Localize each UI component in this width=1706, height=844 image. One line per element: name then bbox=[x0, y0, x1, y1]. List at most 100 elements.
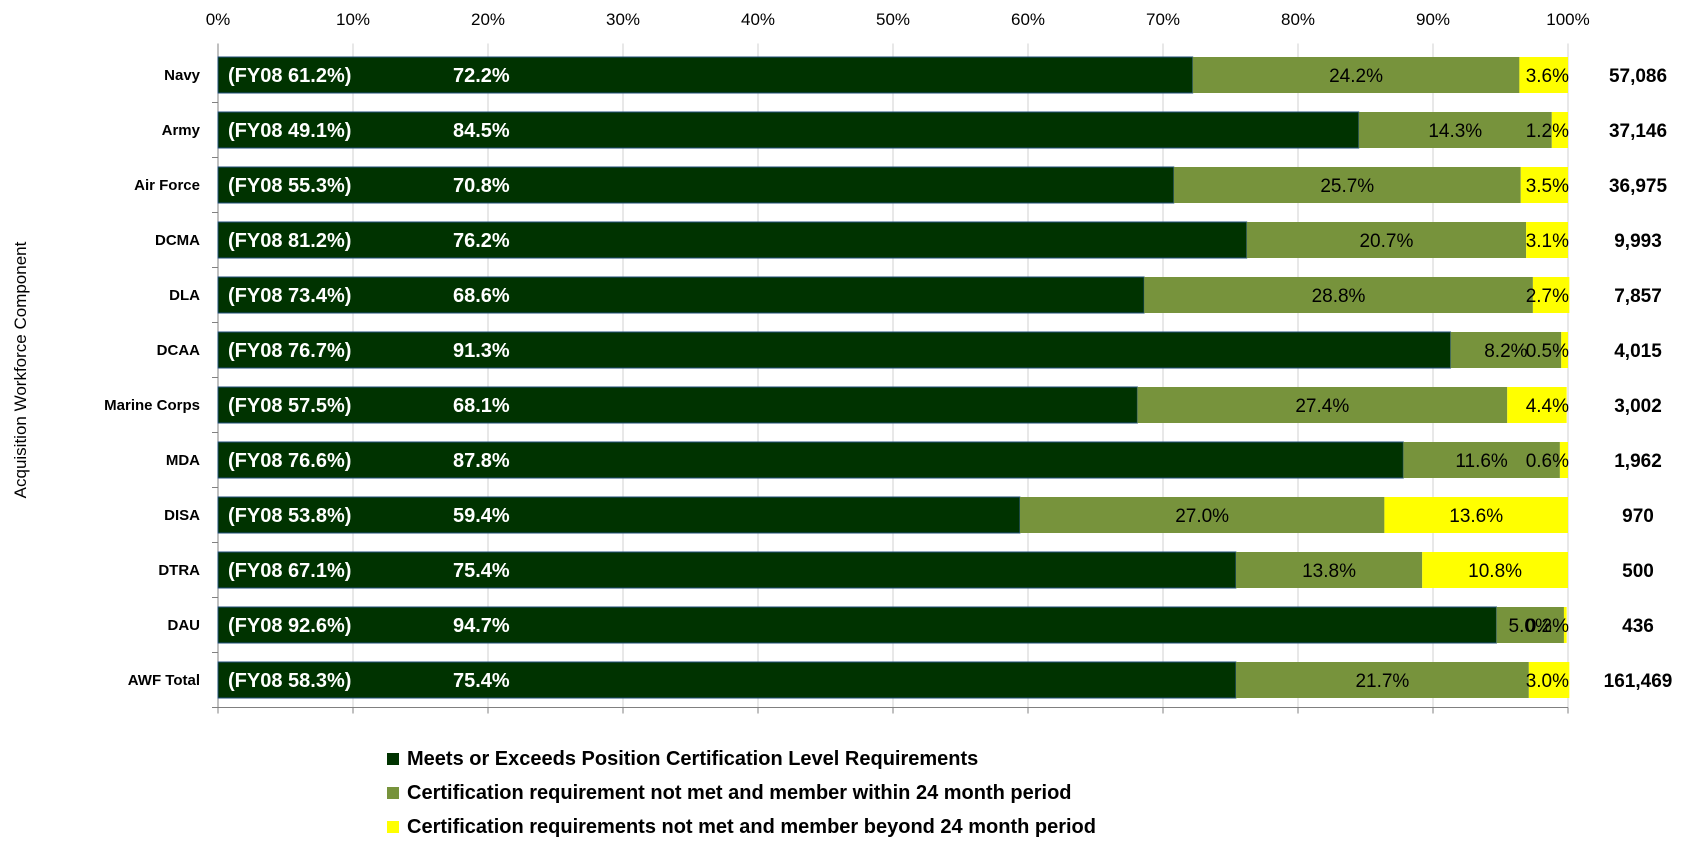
bar-segment-beyond-24 bbox=[1559, 442, 1568, 478]
category-label: DCMA bbox=[155, 232, 200, 249]
data-label-within-24: 20.7% bbox=[1359, 231, 1413, 252]
legend-label-within-24: Certification requirement not met and me… bbox=[407, 781, 1072, 804]
legend-label-beyond-24: Certification requirements not met and m… bbox=[407, 815, 1096, 838]
bar-segment-meets bbox=[217, 606, 1497, 644]
data-label-beyond-24: 3.1% bbox=[1526, 231, 1569, 252]
x-tick-label: 100% bbox=[1546, 10, 1589, 29]
fy08-label: (FY08 67.1%) bbox=[228, 560, 351, 582]
category-label: MDA bbox=[166, 452, 200, 469]
bar-segment-within-24 bbox=[1246, 222, 1527, 258]
total-count-label: 161,469 bbox=[1604, 671, 1673, 692]
data-label-beyond-24: 4.4% bbox=[1526, 396, 1569, 417]
data-label-meets: 91.3% bbox=[453, 340, 510, 362]
total-count-label: 4,015 bbox=[1614, 341, 1662, 362]
data-label-within-24: 24.2% bbox=[1329, 66, 1383, 87]
total-count-label: 1,962 bbox=[1614, 451, 1662, 472]
bar-segment-within-24 bbox=[1235, 552, 1423, 588]
bar-segment-beyond-24 bbox=[1422, 552, 1568, 588]
fy08-label: (FY08 76.7%) bbox=[228, 340, 351, 362]
bar-segment-beyond-24 bbox=[1532, 277, 1570, 313]
bar-segment-meets bbox=[217, 166, 1175, 204]
fy08-label: (FY08 92.6%) bbox=[228, 615, 351, 637]
category-label: Army bbox=[162, 122, 201, 139]
legend-swatch-beyond-24 bbox=[387, 821, 399, 833]
bar-segment-within-24 bbox=[1450, 332, 1562, 368]
x-tick-label: 50% bbox=[876, 10, 910, 29]
total-count-label: 37,146 bbox=[1609, 121, 1667, 142]
bar-segment-meets bbox=[217, 276, 1145, 314]
data-label-beyond-24: 10.8% bbox=[1468, 561, 1522, 582]
total-count-label: 57,086 bbox=[1609, 66, 1667, 87]
bar-segment-meets bbox=[217, 496, 1021, 534]
category-label: Air Force bbox=[134, 177, 200, 194]
x-tick-label: 80% bbox=[1281, 10, 1315, 29]
data-label-within-24: 28.8% bbox=[1312, 286, 1366, 307]
legend-swatch-within-24 bbox=[387, 787, 399, 799]
bar-segment-meets bbox=[217, 221, 1248, 259]
fy08-label: (FY08 55.3%) bbox=[228, 175, 351, 197]
fy08-label: (FY08 81.2%) bbox=[228, 230, 351, 252]
bar-segment-beyond-24 bbox=[1526, 222, 1568, 258]
total-count-label: 3,002 bbox=[1614, 396, 1662, 417]
data-label-meets: 68.1% bbox=[453, 395, 510, 417]
bar-segment-within-24 bbox=[1019, 497, 1385, 533]
y-axis-title: Acquisition Workforce Component bbox=[11, 241, 30, 498]
category-label: Marine Corps bbox=[104, 397, 200, 414]
total-count-label: 36,975 bbox=[1609, 176, 1668, 197]
data-label-meets: 70.8% bbox=[453, 175, 510, 197]
total-count-label: 500 bbox=[1622, 561, 1654, 582]
fy08-label: (FY08 49.1%) bbox=[228, 120, 351, 142]
x-tick-label: 40% bbox=[741, 10, 775, 29]
bar-segment-beyond-24 bbox=[1520, 167, 1568, 203]
bar-segment-meets bbox=[217, 386, 1138, 424]
data-label-beyond-24: 3.5% bbox=[1526, 176, 1569, 197]
bar-segment-within-24 bbox=[1192, 57, 1520, 93]
data-label-meets: 84.5% bbox=[453, 120, 510, 142]
bar-segment-within-24 bbox=[1235, 662, 1529, 698]
fy08-label: (FY08 58.3%) bbox=[228, 670, 351, 692]
data-label-within-24: 5.0% bbox=[1509, 616, 1552, 637]
bar-segment-beyond-24 bbox=[1507, 387, 1567, 423]
fy08-label: (FY08 61.2%) bbox=[228, 65, 351, 87]
bar-segment-within-24 bbox=[1496, 607, 1564, 643]
category-label: DLA bbox=[169, 287, 200, 304]
gridlines bbox=[212, 43, 1569, 714]
bar-segment-beyond-24 bbox=[1528, 662, 1570, 698]
data-label-meets: 68.6% bbox=[453, 285, 510, 307]
labels: 0% 10% 20% 30% 40% 50% 60% 70% 80% 90% 100% Navy (FY… bbox=[104, 10, 1672, 692]
data-label-within-24: 21.7% bbox=[1355, 671, 1409, 692]
category-label: DAU bbox=[168, 617, 201, 634]
x-tick-label: 90% bbox=[1416, 10, 1450, 29]
total-count-label: 7,857 bbox=[1614, 286, 1662, 307]
bar-segment-meets bbox=[217, 331, 1452, 369]
data-label-meets: 75.4% bbox=[453, 670, 510, 692]
legend-label-meets: Meets or Exceeds Position Certification … bbox=[407, 747, 979, 770]
category-label: DTRA bbox=[158, 562, 200, 579]
data-label-beyond-24: 1.2% bbox=[1526, 121, 1569, 142]
total-count-label: 9,993 bbox=[1614, 231, 1662, 252]
bar-segment-meets bbox=[217, 661, 1237, 699]
data-label-meets: 75.4% bbox=[453, 560, 510, 582]
category-label: DCAA bbox=[157, 342, 200, 359]
legend-item-meets: Meets or Exceeds Position Certification … bbox=[387, 742, 1096, 776]
data-label-beyond-24: 3.0% bbox=[1526, 671, 1569, 692]
bar-segment-within-24 bbox=[1137, 387, 1508, 423]
data-label-beyond-24: 13.6% bbox=[1449, 506, 1503, 527]
total-count-label: 970 bbox=[1622, 506, 1654, 527]
category-label: Navy bbox=[164, 67, 201, 84]
data-label-within-24: 8.2% bbox=[1484, 341, 1527, 362]
data-label-within-24: 11.6% bbox=[1455, 451, 1508, 472]
legend: Meets or Exceeds Position Certification … bbox=[387, 742, 1096, 844]
bar-segment-beyond-24 bbox=[1561, 332, 1568, 368]
legend-item-within-24: Certification requirement not met and me… bbox=[387, 776, 1096, 810]
x-tick-label: 0% bbox=[206, 10, 231, 29]
fy08-label: (FY08 57.5%) bbox=[228, 395, 351, 417]
bar-segment-within-24 bbox=[1358, 112, 1552, 148]
bar-segment-meets bbox=[217, 56, 1194, 94]
bar-segment-within-24 bbox=[1173, 167, 1521, 203]
data-label-within-24: 25.7% bbox=[1320, 176, 1374, 197]
data-label-within-24: 14.3% bbox=[1428, 121, 1482, 142]
fy08-label: (FY08 76.6%) bbox=[228, 450, 351, 472]
data-label-meets: 76.2% bbox=[453, 230, 510, 252]
